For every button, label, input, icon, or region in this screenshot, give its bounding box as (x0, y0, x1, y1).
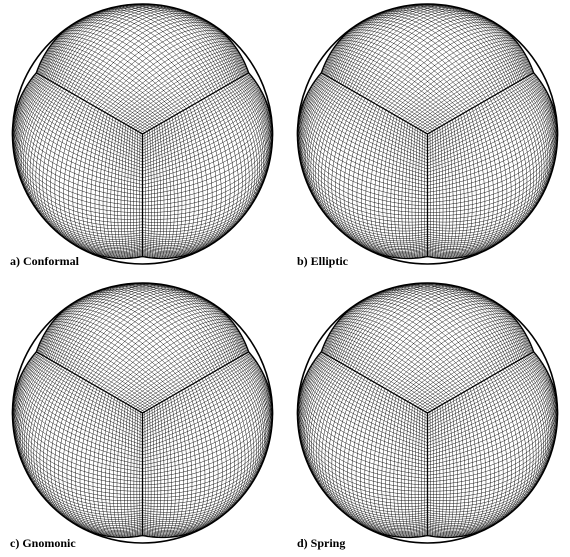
sphere-outline (296, 3, 559, 265)
panel-spring: d) Spring (285, 279, 570, 557)
panel-label-conformal: a) Conformal (10, 254, 79, 268)
cubed-sphere-grid-spring (296, 282, 559, 544)
cube-face-edges (296, 19, 559, 260)
panel-label-spring: d) Spring (297, 536, 346, 550)
sphere-outline (296, 282, 559, 544)
panel-gnomonic: c) Gnomonic (0, 279, 285, 557)
panel-conformal: a) Conformal (0, 0, 285, 278)
grid-lines (12, 3, 273, 259)
panel-label-gnomonic: c) Gnomonic (10, 536, 76, 550)
panel-elliptic: b) Elliptic (285, 0, 570, 278)
cube-face-edges (11, 298, 274, 539)
cubed-sphere-grid-elliptic (296, 3, 559, 265)
sphere-outline (11, 282, 274, 544)
panel-label-elliptic: b) Elliptic (297, 254, 349, 268)
cube-face-edges (11, 19, 274, 260)
cubed-sphere-grid-gnomonic (11, 282, 274, 544)
cube-face-edges (296, 298, 559, 539)
sphere-outline (11, 3, 274, 265)
cubed-sphere-grid-conformal (11, 3, 274, 265)
